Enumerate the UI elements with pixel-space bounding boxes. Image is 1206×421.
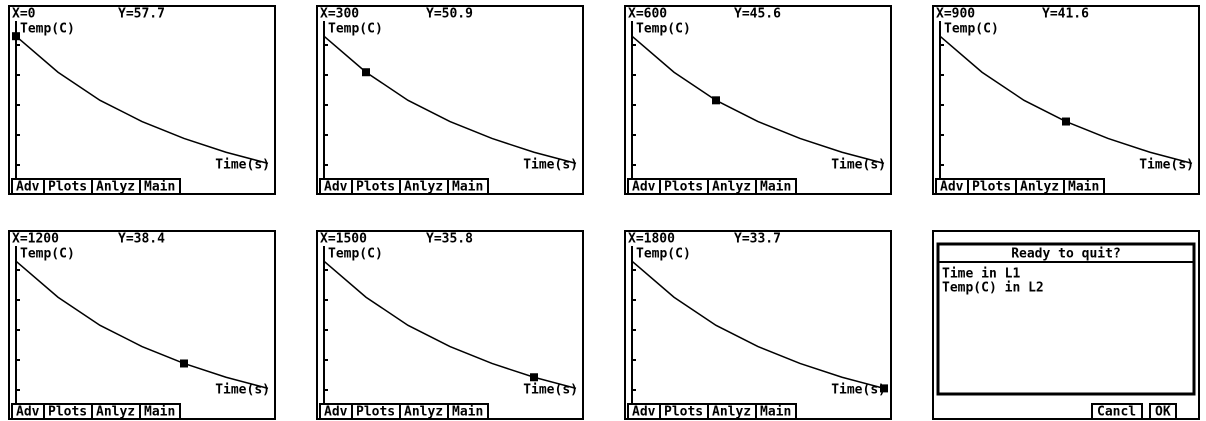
y-readout: Y=38.4	[118, 232, 165, 247]
menu-label: Plots	[972, 180, 1011, 195]
menu-label: Main	[144, 180, 175, 195]
menu-label: Anlyz	[1020, 180, 1059, 195]
x-readout: X=900	[936, 7, 975, 22]
x-axis-label: Time(s)	[523, 158, 578, 173]
x-axis-label: Time(s)	[831, 383, 886, 398]
menu-label: Anlyz	[96, 180, 135, 195]
calc-screen: X=0 Y=57.7 Temp(C) Time(s) Adv Plots Anlyz Main	[9, 6, 275, 195]
dialog-title: Ready to quit?	[1011, 247, 1121, 262]
y-readout: Y=33.7	[734, 232, 781, 247]
menu-label: Plots	[356, 405, 395, 420]
menu-label: Adv	[16, 180, 40, 195]
menu-label: Adv	[324, 180, 348, 195]
dialog-line: Temp(C) in L2	[942, 281, 1044, 296]
x-readout: X=1500	[320, 232, 367, 247]
trace-cursor	[180, 359, 188, 367]
y-axis-label: Temp(C)	[636, 247, 691, 262]
menu-label: Adv	[632, 405, 656, 420]
calc-screen: X=300 Y=50.9 Temp(C) Time(s) Adv Plots Anlyz Ma…	[317, 6, 583, 195]
x-readout: X=600	[628, 7, 667, 22]
menu-label: Anlyz	[712, 180, 751, 195]
menu-label: Adv	[632, 180, 656, 195]
x-readout: X=300	[320, 7, 359, 22]
y-axis-label: Temp(C)	[944, 22, 999, 37]
menu-label: Anlyz	[404, 405, 443, 420]
x-readout: X=1200	[12, 232, 59, 247]
trace-cursor	[880, 384, 888, 392]
x-axis-label: Time(s)	[215, 158, 270, 173]
trace-cursor	[12, 32, 20, 40]
trace-cursor	[530, 373, 538, 381]
menu-label: Plots	[356, 180, 395, 195]
y-axis-label: Temp(C)	[328, 22, 383, 37]
x-readout: X=0	[12, 7, 36, 22]
menu-label: Main	[760, 180, 791, 195]
x-axis-label: Time(s)	[523, 383, 578, 398]
y-axis-label: Temp(C)	[636, 22, 691, 37]
x-axis-label: Time(s)	[1139, 158, 1194, 173]
menu-label: Main	[1068, 180, 1099, 195]
calc-screen: X=900 Y=41.6 Temp(C) Time(s) Adv Plots Anlyz Ma…	[933, 6, 1199, 195]
y-axis-label: Temp(C)	[20, 247, 75, 262]
menu-label: Plots	[48, 180, 87, 195]
y-axis-label: Temp(C)	[328, 247, 383, 262]
y-readout: Y=35.8	[426, 232, 473, 247]
calc-screen: X=1200 Y=38.4 Temp(C) Time(s) Adv Plots Anlyz M…	[9, 231, 275, 420]
menu-label: Plots	[664, 180, 703, 195]
screen-grid: X=0 Y=57.7 Temp(C) Time(s) Adv Plots Anlyz Main…	[0, 0, 1206, 421]
menu-label: Main	[144, 405, 175, 420]
calc-screen: X=1800 Y=33.7 Temp(C) Time(s) Adv Plots Anlyz M…	[625, 231, 891, 420]
y-readout: Y=41.6	[1042, 7, 1089, 22]
menu-label: Anlyz	[712, 405, 751, 420]
menu-label: Main	[760, 405, 791, 420]
menu-label: Main	[452, 180, 483, 195]
x-axis-label: Time(s)	[215, 383, 270, 398]
dialog-line: Time in L1	[942, 267, 1020, 282]
menu-label: Plots	[664, 405, 703, 420]
trace-cursor	[712, 96, 720, 104]
y-readout: Y=50.9	[426, 7, 473, 22]
y-readout: Y=45.6	[734, 7, 781, 22]
menu-label: Plots	[48, 405, 87, 420]
button-label: Cancl	[1097, 405, 1136, 420]
calc-screen: X=1500 Y=35.8 Temp(C) Time(s) Adv Plots Anlyz M…	[317, 231, 583, 420]
trace-cursor	[362, 68, 370, 76]
menu-label: Adv	[16, 405, 40, 420]
x-readout: X=1800	[628, 232, 675, 247]
menu-label: Anlyz	[96, 405, 135, 420]
y-axis-label: Temp(C)	[20, 22, 75, 37]
trace-cursor	[1062, 118, 1070, 126]
menu-label: Adv	[324, 405, 348, 420]
x-axis-label: Time(s)	[831, 158, 886, 173]
calc-screen: X=600 Y=45.6 Temp(C) Time(s) Adv Plots Anlyz Ma…	[625, 6, 891, 195]
menu-label: Main	[452, 405, 483, 420]
button-label: OK	[1155, 405, 1171, 420]
menu-label: Adv	[940, 180, 964, 195]
y-readout: Y=57.7	[118, 7, 165, 22]
menu-label: Anlyz	[404, 180, 443, 195]
